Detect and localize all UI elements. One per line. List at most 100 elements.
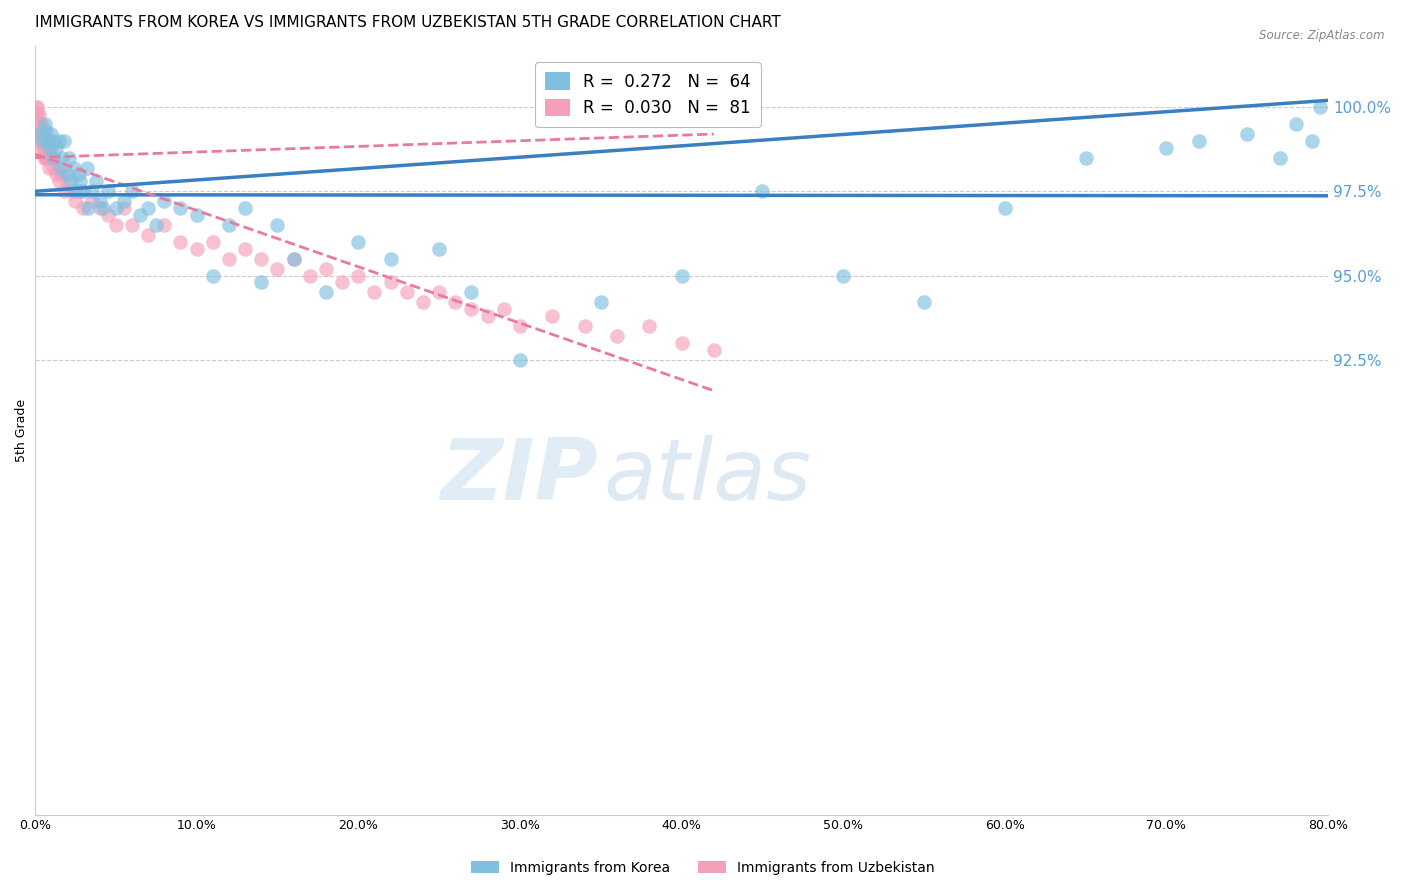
Point <box>169 235 191 249</box>
Point <box>751 184 773 198</box>
Point <box>59 174 82 188</box>
Point <box>32 151 55 165</box>
Point <box>30 127 52 141</box>
Point <box>37 134 59 148</box>
Point <box>35 151 58 165</box>
Point <box>48 134 70 148</box>
Point <box>30 117 52 131</box>
Point <box>31 140 53 154</box>
Point <box>24 100 46 114</box>
Point <box>136 228 159 243</box>
Point <box>25 117 48 131</box>
Point <box>380 252 402 266</box>
Point <box>1268 151 1291 165</box>
Point <box>283 252 305 266</box>
Point <box>65 184 87 198</box>
Point <box>186 208 208 222</box>
Point <box>76 161 98 175</box>
Point <box>34 117 56 131</box>
Point <box>136 201 159 215</box>
Point <box>266 261 288 276</box>
Point <box>444 295 467 310</box>
Point <box>121 218 143 232</box>
Point <box>994 201 1017 215</box>
Point <box>89 201 111 215</box>
Point <box>35 123 58 137</box>
Point <box>638 319 661 334</box>
Point <box>62 161 84 175</box>
Point <box>169 201 191 215</box>
Point <box>35 151 58 165</box>
Point <box>509 319 531 334</box>
Text: IMMIGRANTS FROM KOREA VS IMMIGRANTS FROM UZBEKISTAN 5TH GRADE CORRELATION CHART: IMMIGRANTS FROM KOREA VS IMMIGRANTS FROM… <box>35 15 780 30</box>
Point <box>104 201 127 215</box>
Point <box>80 184 103 198</box>
Point <box>34 134 56 148</box>
Point <box>315 261 337 276</box>
Point <box>460 302 482 317</box>
Point <box>69 174 91 188</box>
Point <box>28 117 51 131</box>
Point <box>32 134 55 148</box>
Point <box>48 174 70 188</box>
Point <box>1074 151 1097 165</box>
Point <box>27 117 49 131</box>
Point <box>31 127 53 141</box>
Text: ZIP: ZIP <box>440 435 598 518</box>
Point <box>233 242 256 256</box>
Point <box>49 161 72 175</box>
Point <box>27 107 49 121</box>
Point <box>460 285 482 300</box>
Point <box>25 100 48 114</box>
Point <box>145 218 167 232</box>
Point <box>91 201 114 215</box>
Point <box>832 268 855 283</box>
Point <box>912 295 935 310</box>
Point <box>27 107 49 121</box>
Point <box>56 174 79 188</box>
Point <box>218 218 240 232</box>
Point <box>112 201 135 215</box>
Point <box>46 161 69 175</box>
Point <box>97 184 120 198</box>
Point <box>77 201 100 215</box>
Point <box>574 319 596 334</box>
Point <box>28 127 51 141</box>
Point <box>42 161 65 175</box>
Point <box>37 140 59 154</box>
Point <box>427 285 450 300</box>
Point <box>201 235 224 249</box>
Point <box>347 235 370 249</box>
Point <box>37 134 59 148</box>
Point <box>589 295 612 310</box>
Point <box>283 252 305 266</box>
Point <box>250 275 273 289</box>
Point <box>45 140 67 154</box>
Point <box>671 268 693 283</box>
Point <box>129 208 152 222</box>
Point <box>671 335 693 350</box>
Point <box>395 285 418 300</box>
Point <box>266 218 288 232</box>
Point <box>1236 127 1258 141</box>
Point <box>31 134 53 148</box>
Point <box>492 302 515 317</box>
Point <box>703 343 725 357</box>
Point <box>72 184 94 198</box>
Point <box>39 140 62 154</box>
Point <box>89 194 111 209</box>
Point <box>233 201 256 215</box>
Point <box>541 309 564 323</box>
Point <box>427 242 450 256</box>
Point <box>1285 117 1308 131</box>
Point <box>65 194 87 209</box>
Point <box>34 140 56 154</box>
Point <box>1301 134 1323 148</box>
Point <box>201 268 224 283</box>
Point <box>1156 140 1178 154</box>
Point <box>49 168 72 182</box>
Point <box>32 134 55 148</box>
Point <box>28 127 51 141</box>
Point <box>86 174 108 188</box>
Point <box>30 117 52 131</box>
